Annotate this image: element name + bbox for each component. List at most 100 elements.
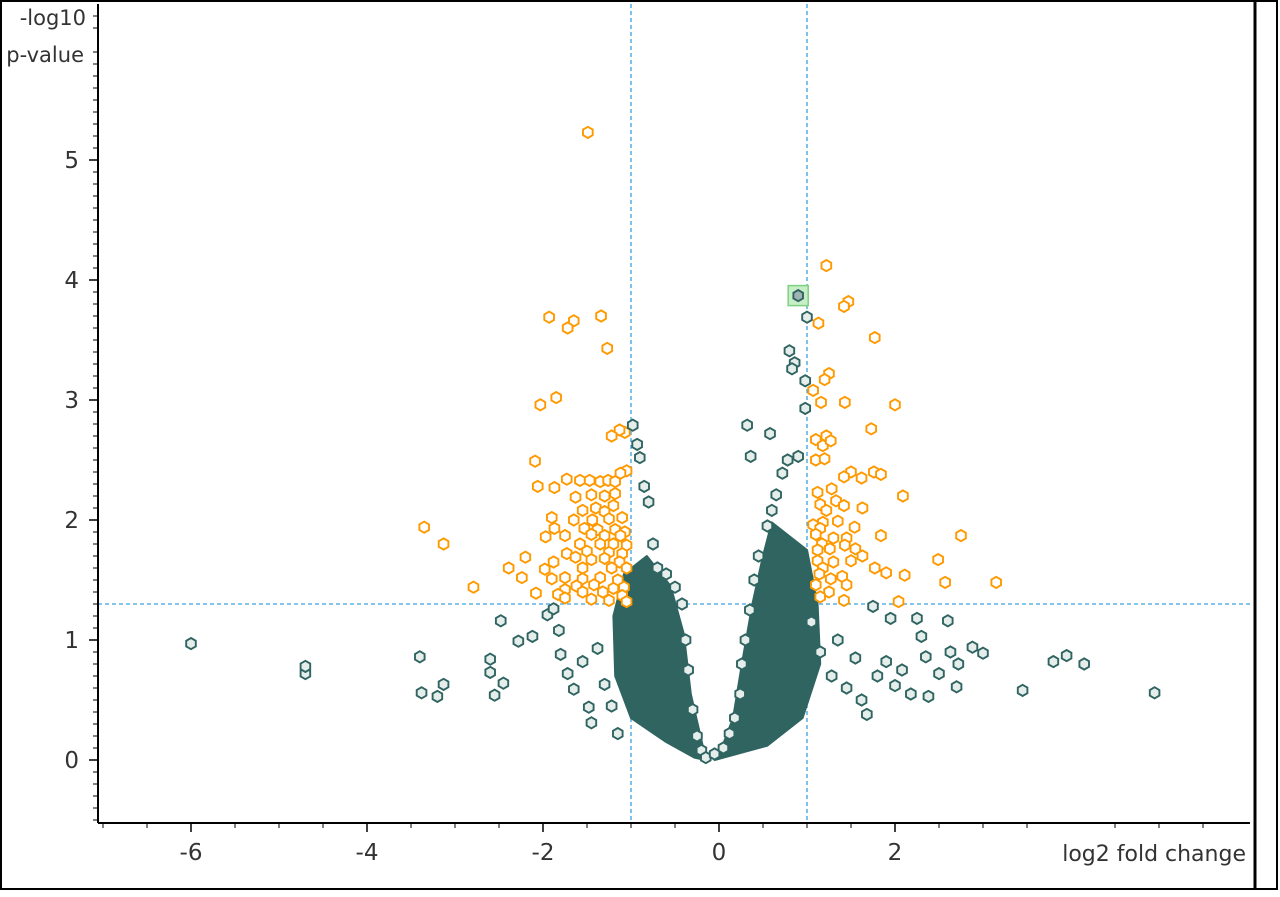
point <box>526 629 539 644</box>
significant-point <box>889 398 901 412</box>
point <box>488 688 501 702</box>
significant-point <box>576 585 589 599</box>
point <box>849 651 862 665</box>
point <box>582 700 595 714</box>
significant-point <box>824 542 836 556</box>
significant-point <box>538 562 551 576</box>
point <box>744 603 756 617</box>
point <box>736 657 748 671</box>
significant-point <box>534 398 547 412</box>
point <box>933 666 945 681</box>
significant-point <box>824 572 837 586</box>
point <box>889 678 901 693</box>
significant-point <box>585 592 598 606</box>
point <box>605 699 618 713</box>
point <box>554 647 567 662</box>
point <box>764 426 776 441</box>
significant-point <box>838 593 850 608</box>
significant-point <box>875 528 887 543</box>
significant-point <box>811 543 824 557</box>
significant-point <box>845 554 857 568</box>
point <box>799 374 812 388</box>
significant-point <box>811 485 824 500</box>
significant-point <box>620 561 633 575</box>
significant-point <box>598 551 611 566</box>
point <box>185 636 197 651</box>
point <box>761 519 774 533</box>
significant-point <box>531 479 544 494</box>
significant-point <box>590 501 602 515</box>
point <box>786 362 798 376</box>
significant-point <box>559 528 571 543</box>
significant-point <box>550 390 562 405</box>
x-tick-label: -4 <box>356 840 379 866</box>
significant-point <box>583 473 596 488</box>
point <box>792 449 804 464</box>
significant-point <box>467 580 480 594</box>
significant-point <box>516 570 528 585</box>
point <box>626 418 639 432</box>
point <box>871 669 884 683</box>
point <box>752 549 765 563</box>
y-tick-label: 1 <box>64 628 79 654</box>
significant-point <box>827 531 840 545</box>
axes <box>97 4 1250 824</box>
significant-point <box>810 578 822 592</box>
significant-point <box>529 454 541 468</box>
significant-point <box>609 474 621 489</box>
y-tick-label: 2 <box>64 508 79 534</box>
point <box>638 479 650 494</box>
point <box>717 741 730 755</box>
point <box>861 707 873 722</box>
point <box>770 488 782 502</box>
significant-point <box>932 552 944 567</box>
point <box>631 437 643 452</box>
x-tick-label: 0 <box>712 840 727 866</box>
y-tick-label: 4 <box>64 268 79 294</box>
significant-point <box>568 513 580 527</box>
y-axis-label-line1: -log10 <box>20 6 86 30</box>
point <box>783 344 796 358</box>
point <box>950 680 963 694</box>
point <box>748 573 760 587</box>
significant-point <box>548 521 561 536</box>
significant-point <box>603 512 615 526</box>
significant-point <box>598 489 611 503</box>
significant-point <box>543 310 555 324</box>
significant-point <box>849 542 862 556</box>
point <box>660 567 672 581</box>
significant-point <box>607 498 620 513</box>
significant-point <box>838 470 850 484</box>
point <box>832 633 844 647</box>
point <box>741 418 753 432</box>
significant-point <box>840 578 853 592</box>
y-tick-label: 3 <box>64 388 79 414</box>
significant-point <box>588 578 600 592</box>
significant-point <box>609 486 621 501</box>
point <box>825 669 838 683</box>
significant-point <box>547 555 560 569</box>
significant-point <box>546 572 558 586</box>
point <box>1148 686 1161 700</box>
point <box>585 716 598 730</box>
x-tick-label: 2 <box>888 840 903 866</box>
point <box>547 602 560 616</box>
significant-point <box>576 503 589 518</box>
point <box>568 682 580 696</box>
point <box>801 310 813 324</box>
significant-point <box>810 527 822 542</box>
selected-point <box>792 288 804 303</box>
point <box>915 629 928 644</box>
significant-point <box>898 568 911 582</box>
point <box>647 537 659 551</box>
significant-point <box>576 561 589 575</box>
point <box>561 666 574 681</box>
point <box>576 654 589 669</box>
point <box>1047 654 1060 669</box>
significant-point <box>560 472 573 486</box>
point <box>867 599 879 614</box>
significant-point <box>585 527 598 542</box>
